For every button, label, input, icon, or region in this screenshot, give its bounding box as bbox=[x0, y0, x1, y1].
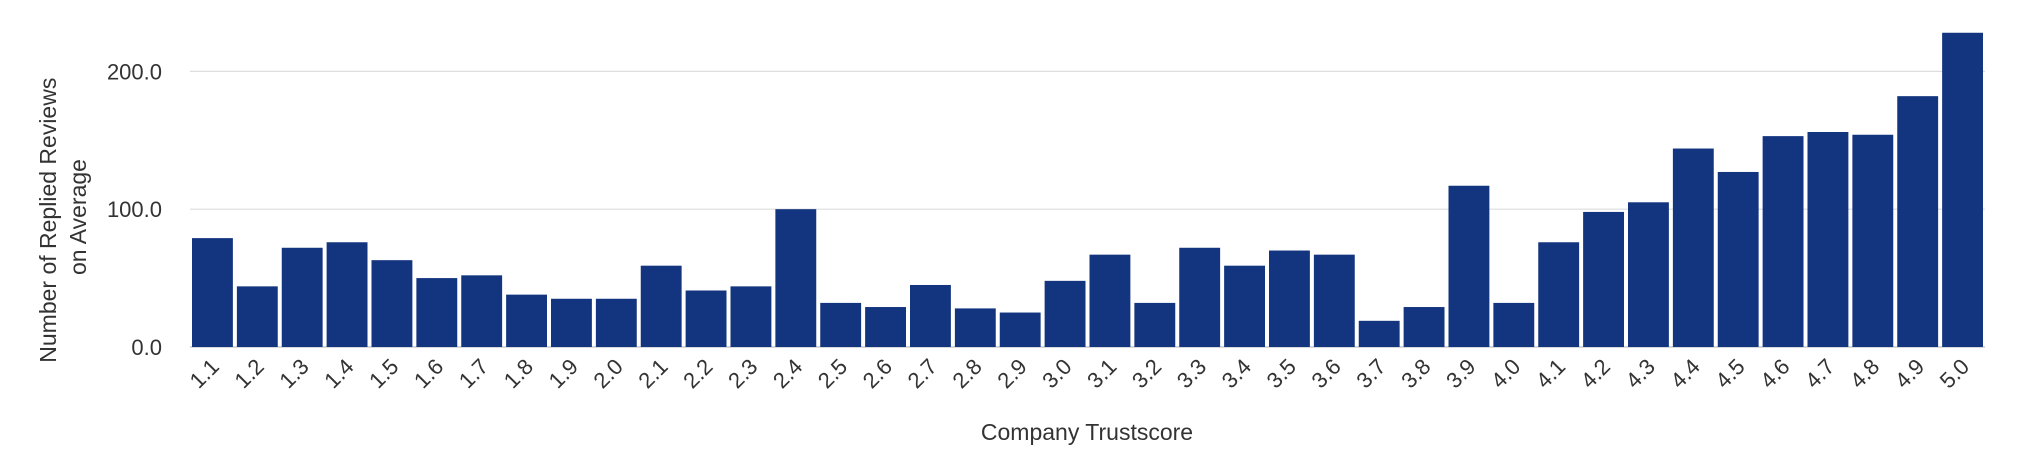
x-tick-label: 1.8 bbox=[499, 354, 538, 393]
x-tick-label: 1.5 bbox=[364, 354, 403, 393]
bar-3.9 bbox=[1448, 185, 1490, 347]
bar-4.2 bbox=[1583, 211, 1624, 347]
bar-2.8 bbox=[954, 308, 996, 347]
bar-2.3 bbox=[730, 286, 772, 347]
bar-3.5 bbox=[1269, 250, 1310, 347]
bar-3.0 bbox=[1044, 280, 1086, 347]
x-tick-label: 4.0 bbox=[1486, 354, 1525, 393]
bar-2.5 bbox=[820, 302, 862, 347]
x-tick-label: 2.9 bbox=[992, 354, 1031, 393]
y-tick-label: 200.0 bbox=[107, 59, 162, 84]
x-tick-label: 4.2 bbox=[1576, 354, 1615, 393]
bar-5.0 bbox=[1942, 32, 1983, 347]
bar-3.4 bbox=[1224, 265, 1265, 347]
y-axis-title-line-2: on Average bbox=[65, 159, 91, 275]
bar-4.5 bbox=[1717, 171, 1759, 347]
x-tick-label: 4.1 bbox=[1531, 354, 1570, 393]
x-tick-label: 1.7 bbox=[454, 354, 493, 393]
x-tick-label: 4.4 bbox=[1666, 354, 1705, 393]
x-tick-label: 3.7 bbox=[1351, 354, 1390, 393]
bar-1.6 bbox=[416, 278, 458, 347]
y-tick-label: 0.0 bbox=[131, 335, 162, 360]
bar-1.3 bbox=[281, 247, 323, 347]
x-tick-label: 1.1 bbox=[185, 354, 224, 393]
x-tick-label: 2.1 bbox=[633, 354, 672, 393]
y-axis-ticks: 0.0 100.0 200.0 bbox=[107, 59, 162, 360]
bar-2.1 bbox=[640, 265, 682, 347]
y-tick-label: 100.0 bbox=[107, 197, 162, 222]
bar-3.3 bbox=[1179, 247, 1221, 347]
x-tick-label: 3.5 bbox=[1262, 354, 1301, 393]
bar-4.1 bbox=[1538, 242, 1580, 347]
x-tick-label: 4.9 bbox=[1890, 354, 1929, 393]
x-tick-label: 2.5 bbox=[813, 354, 852, 393]
bar-1.5 bbox=[371, 260, 413, 347]
bar-4.6 bbox=[1762, 136, 1804, 347]
x-tick-label: 3.0 bbox=[1037, 354, 1076, 393]
x-tick-label: 2.6 bbox=[858, 354, 897, 393]
bar-2.2 bbox=[685, 290, 727, 347]
x-tick-label: 3.3 bbox=[1172, 354, 1211, 393]
y-axis-title: Number of Replied Reviews on Average bbox=[35, 71, 91, 362]
bar-4.0 bbox=[1493, 302, 1535, 347]
x-axis-title: Company Trustscore bbox=[981, 419, 1193, 445]
bar-1.2 bbox=[236, 286, 278, 347]
bar-2.6 bbox=[865, 307, 906, 347]
bar-3.2 bbox=[1134, 302, 1176, 347]
x-tick-label: 3.9 bbox=[1441, 354, 1480, 393]
x-tick-label: 1.3 bbox=[274, 354, 313, 393]
x-tick-label: 3.4 bbox=[1217, 354, 1256, 393]
x-tick-label: 3.6 bbox=[1307, 354, 1346, 393]
x-tick-label: 3.8 bbox=[1396, 354, 1435, 393]
x-tick-label: 2.7 bbox=[903, 354, 942, 393]
x-tick-label: 2.3 bbox=[723, 354, 762, 393]
bar-4.9 bbox=[1897, 96, 1939, 347]
y-axis-title-line-1: Number of Replied Reviews bbox=[35, 78, 61, 363]
x-tick-label: 4.3 bbox=[1621, 354, 1660, 393]
bar-2.4 bbox=[775, 209, 817, 347]
bar-4.7 bbox=[1807, 131, 1849, 347]
x-tick-label: 1.6 bbox=[409, 354, 448, 393]
bar-4.4 bbox=[1672, 148, 1714, 347]
bar-4.8 bbox=[1852, 134, 1894, 347]
bar-1.7 bbox=[461, 275, 503, 347]
x-tick-label: 2.2 bbox=[678, 354, 717, 393]
x-tick-label: 2.0 bbox=[589, 354, 628, 393]
x-tick-label: 3.1 bbox=[1082, 354, 1121, 393]
x-axis-ticks: 1.1 1.2 1.3 1.4 1.5 1.6 1.7 1.8 1.9 2.0 2.1 2.2 2.3 2… bbox=[185, 354, 1974, 393]
bar-1.8 bbox=[506, 294, 547, 347]
x-tick-label: 4.7 bbox=[1800, 354, 1839, 393]
grid-layer bbox=[190, 70, 1985, 348]
bars-layer bbox=[192, 32, 1983, 347]
x-tick-label: 1.9 bbox=[544, 354, 583, 393]
bar-3.8 bbox=[1403, 307, 1445, 347]
x-tick-label: 2.4 bbox=[768, 354, 807, 393]
bar-1.4 bbox=[326, 242, 368, 347]
x-tick-label: 2.8 bbox=[948, 354, 987, 393]
bar-3.6 bbox=[1313, 254, 1355, 347]
x-tick-label: 3.2 bbox=[1127, 354, 1166, 393]
bar-2.9 bbox=[999, 312, 1041, 347]
bar-3.7 bbox=[1358, 320, 1400, 347]
x-tick-label: 4.6 bbox=[1755, 354, 1794, 393]
bar-2.0 bbox=[595, 298, 637, 347]
x-tick-label: 4.8 bbox=[1845, 354, 1884, 393]
x-tick-label: 4.5 bbox=[1710, 354, 1749, 393]
bar-1.1 bbox=[192, 238, 233, 347]
x-tick-label: 1.2 bbox=[230, 354, 269, 393]
bar-3.1 bbox=[1089, 254, 1131, 347]
bar-2.7 bbox=[910, 284, 951, 347]
x-tick-label: 5.0 bbox=[1935, 354, 1974, 393]
bar-4.3 bbox=[1628, 202, 1669, 347]
x-tick-label: 1.4 bbox=[319, 354, 358, 393]
bar-1.9 bbox=[551, 298, 592, 347]
